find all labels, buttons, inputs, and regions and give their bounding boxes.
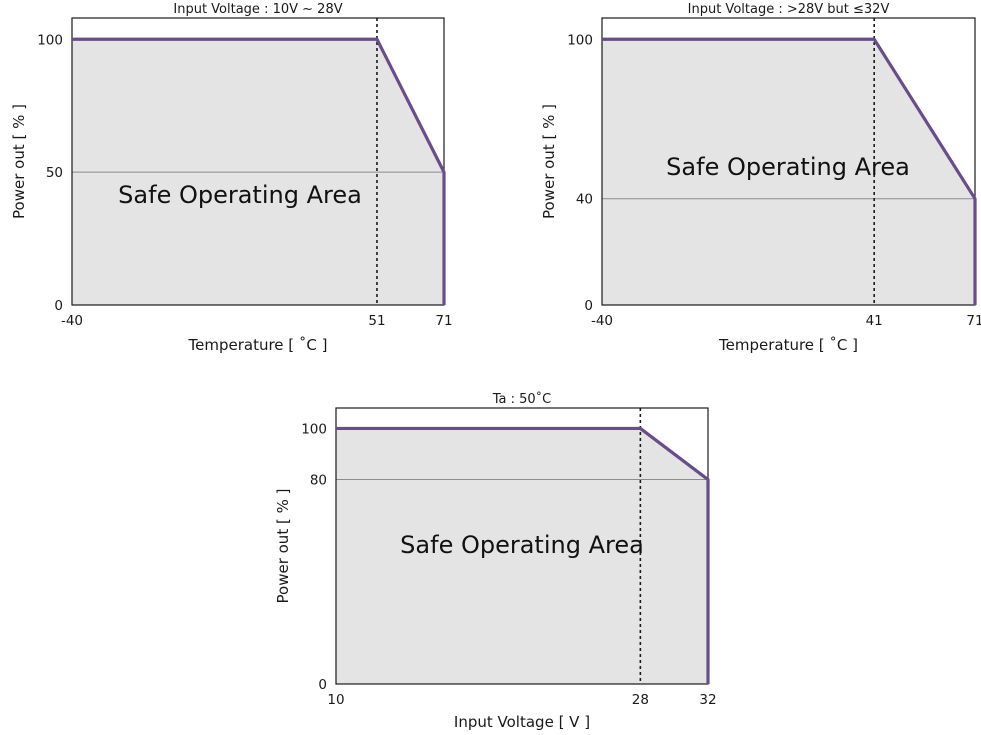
chart-2-x-tick-label-0: -40 [591,313,613,329]
chart-1-title: Input Voltage : 10V ~ 28V [173,2,342,17]
chart-2-y-axis-label: Power out [ % ] [540,104,558,219]
chart-3-y-tick-label-0: 0 [318,677,327,693]
chart-2-x-axis-label: Temperature [ ˚C ] [718,336,858,354]
chart-3-safe-area-fill [336,428,708,684]
chart-1-y-tick-label-2: 100 [37,32,63,48]
chart-1-plot-frame [71,17,445,306]
chart-3-derating-curve [336,426,710,684]
chart-1-y-axis-label: Power out [ % ] [10,104,28,219]
chart-2-safe-area-fill [602,39,975,306]
chart-3-x-tick-label-2: 32 [699,692,716,708]
chart-3-safe-operating-area-label: Safe Operating Area [400,531,644,559]
chart-2-safe-operating-area-label: Safe Operating Area [666,153,910,181]
chart-2-x-tick-label-1: 41 [866,313,883,329]
chart-2-title: Input Voltage : >28V but ≤32V [688,2,890,17]
chart-2-y-tick-label-1: 40 [576,192,593,208]
chart-1-x-tick-label-2: 71 [435,313,452,329]
chart-3-x-tick-label-1: 28 [632,692,649,708]
chart-1-y-tick-label-0: 0 [54,298,63,314]
chart-1-safe-operating-area-label: Safe Operating Area [118,181,362,209]
chart-3-title: Ta : 50˚C [492,391,552,407]
chart-2-x-tick-label-2: 71 [966,313,981,329]
chart-3-x-axis-label: Input Voltage [ V ] [454,713,590,731]
chart-1-y-tick-label-1: 50 [46,165,63,181]
chart-2: Input Voltage : >28V but ≤32V 0 40 100 -40 41… [540,2,981,354]
chart-3-x-tick-label-0: 10 [327,692,344,708]
chart-3-y-tick-label-1: 80 [310,473,327,489]
chart-2-y-tick-label-0: 0 [584,298,593,314]
chart-1-x-tick-label-1: 51 [368,313,385,329]
chart-1-x-axis-label: Temperature [ ˚C ] [188,336,328,354]
chart-2-derating-curve [602,37,977,305]
chart-1-derating-curve [72,37,446,305]
chart-1-x-tick-label-0: -40 [61,313,83,329]
chart-2-plot-frame [601,17,976,306]
chart-3-y-tick-label-2: 100 [301,421,327,437]
chart-3: Ta : 50˚C 0 80 100 10 28 32 Input Voltage [ V ]… [274,391,717,731]
chart-1: Input Voltage : 10V ~ 28V 0 50 100 -40 51 71 Te… [10,2,453,354]
chart-2-y-tick-label-2: 100 [567,32,593,48]
chart-3-y-axis-label: Power out [ % ] [274,489,292,604]
